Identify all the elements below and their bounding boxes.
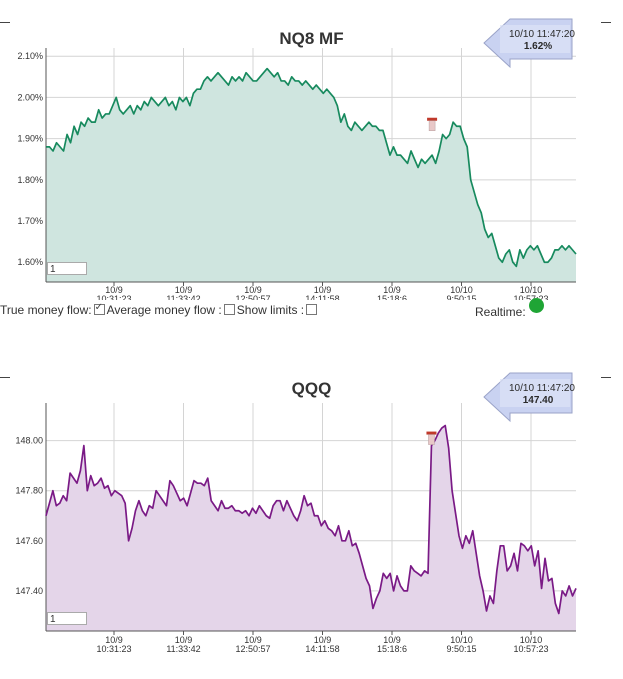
x-tick-date-label: 10/10 bbox=[520, 635, 543, 645]
series-area bbox=[46, 68, 576, 282]
x-tick-time-label: 10:31:23 bbox=[96, 294, 131, 300]
x-tick-date-label: 10/9 bbox=[244, 635, 262, 645]
x-tick-date-label: 10/9 bbox=[105, 635, 123, 645]
average-money-flow-label: Average money flow : bbox=[106, 303, 222, 317]
tooltip-highlight bbox=[500, 379, 570, 407]
chart-title: NQ8 MF bbox=[279, 29, 344, 48]
chart-controls: True money flow: Average money flow : Show… bbox=[0, 302, 319, 317]
chart-range-input[interactable]: 1 bbox=[47, 612, 87, 625]
x-tick-date-label: 10/9 bbox=[383, 285, 401, 295]
marker-bar bbox=[428, 434, 435, 445]
x-tick-time-label: 10:31:23 bbox=[96, 644, 131, 654]
series-line bbox=[46, 67, 577, 268]
x-tick-time-label: 15:18:6 bbox=[377, 294, 407, 300]
y-tick-label: 1.80% bbox=[17, 175, 43, 185]
x-tick-time-label: 10:57:23 bbox=[513, 644, 548, 654]
y-tick-label: 148.00 bbox=[15, 436, 43, 446]
marker-bar bbox=[428, 120, 436, 131]
tooltip-value: 147.40 bbox=[523, 395, 554, 406]
x-tick-date-label: 10/10 bbox=[520, 285, 543, 295]
qqq-chart-panel: QQQ 147.40 147.60 147.80 148.00 10/9 10:31:23… bbox=[0, 360, 623, 679]
x-tick-time-label: 15:18:6 bbox=[377, 644, 407, 654]
series-line bbox=[45, 424, 577, 615]
realtime-indicator-icon[interactable] bbox=[529, 298, 544, 313]
marker-flag bbox=[426, 431, 437, 435]
x-tick-date-label: 10/9 bbox=[244, 285, 262, 295]
y-tick-label: 147.40 bbox=[15, 586, 43, 596]
true-money-flow-label: True money flow: bbox=[0, 303, 92, 317]
x-tick-time-label: 14:11:58 bbox=[305, 644, 339, 654]
corner-tick-right bbox=[601, 377, 611, 378]
chart-title: QQQ bbox=[291, 379, 332, 398]
y-tick-label: 2.10% bbox=[17, 51, 43, 61]
x-tick-date-label: 10/9 bbox=[175, 635, 193, 645]
x-tick-time-label: 12:50:57 bbox=[235, 294, 270, 300]
nq8-chart-panel: NQ8 MF 1.60% 1.70% 1.80% 1.90% 2.00% 2.10% 10/… bbox=[0, 0, 623, 330]
y-tick-label: 2.00% bbox=[17, 92, 43, 102]
y-tick-label: 147.60 bbox=[15, 536, 43, 546]
x-tick-time-label: 10:57:23 bbox=[513, 294, 548, 300]
realtime-label: Realtime: bbox=[475, 305, 526, 319]
value-tooltip: 10/10 11:47:201.62% bbox=[483, 18, 575, 69]
nq8-chart-svg[interactable]: 1.60%1.70%1.80%1.90%2.00%2.10%10/910:31:… bbox=[0, 0, 623, 300]
x-tick-date-label: 10/9 bbox=[314, 635, 332, 645]
tooltip-time: 10/10 11:47:20 bbox=[509, 383, 575, 394]
show-limits-label: Show limits : bbox=[236, 303, 305, 317]
tooltip-highlight bbox=[500, 25, 570, 53]
x-tick-date-label: 10/9 bbox=[314, 285, 332, 295]
x-tick-time-label: 9:50:15 bbox=[446, 644, 476, 654]
marker-flag bbox=[427, 117, 438, 121]
y-tick-label: 147.80 bbox=[15, 486, 43, 496]
x-tick-time-label: 12:50:57 bbox=[235, 644, 270, 654]
corner-tick-left bbox=[0, 377, 10, 378]
x-tick-time-label: 11:33:42 bbox=[166, 644, 200, 654]
y-tick-label: 1.90% bbox=[17, 134, 43, 144]
series-area bbox=[46, 425, 576, 631]
qqq-chart-svg[interactable]: 147.40147.60147.80148.0010/910:31:2310/9… bbox=[0, 360, 623, 679]
x-tick-time-label: 11:33:42 bbox=[166, 294, 200, 300]
tooltip-time: 10/10 11:47:20 bbox=[509, 29, 575, 40]
chart-range-input[interactable]: 1 bbox=[47, 262, 87, 275]
corner-tick-right bbox=[601, 22, 611, 23]
x-tick-date-label: 10/9 bbox=[175, 285, 193, 295]
show-limits-checkbox[interactable] bbox=[306, 304, 318, 315]
y-tick-label: 1.70% bbox=[17, 216, 43, 226]
x-tick-time-label: 14:11:58 bbox=[305, 294, 339, 300]
x-tick-date-label: 10/9 bbox=[383, 635, 401, 645]
y-tick-label: 1.60% bbox=[17, 257, 43, 267]
x-tick-date-label: 10/10 bbox=[450, 635, 473, 645]
x-tick-date-label: 10/10 bbox=[450, 285, 473, 295]
average-money-flow-checkbox[interactable] bbox=[223, 304, 235, 315]
tooltip-value: 1.62% bbox=[524, 41, 552, 52]
x-tick-time-label: 9:50:15 bbox=[446, 294, 476, 300]
x-tick-date-label: 10/9 bbox=[105, 285, 123, 295]
corner-tick-left bbox=[0, 22, 10, 23]
true-money-flow-checkbox[interactable] bbox=[93, 302, 105, 315]
